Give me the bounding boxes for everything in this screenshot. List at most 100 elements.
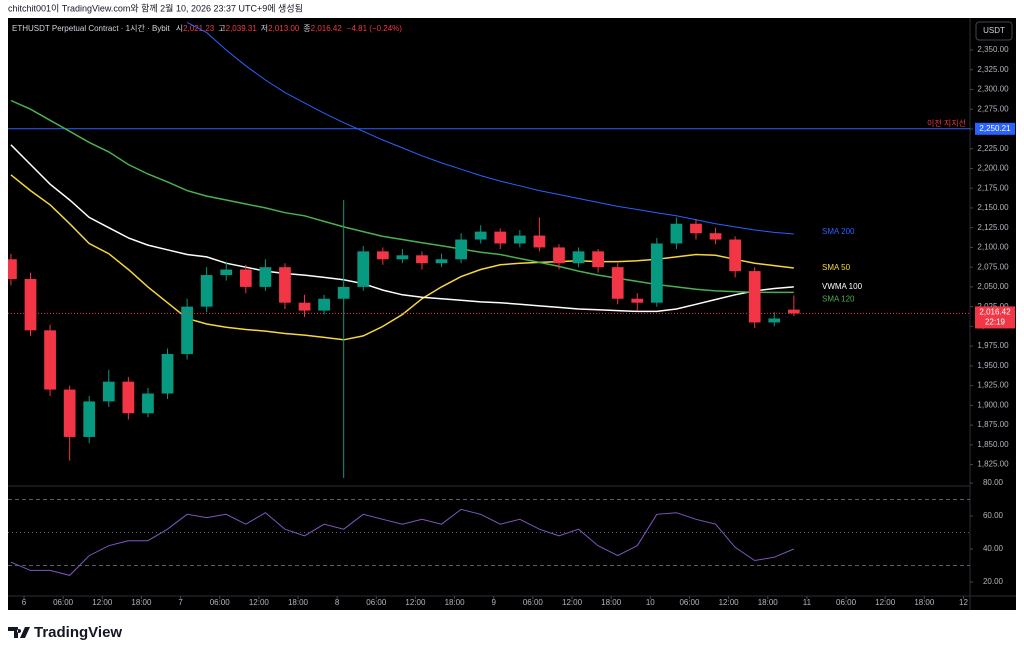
y-tick-label: 1,925.00 <box>977 381 1009 390</box>
last-price-box <box>975 306 1015 329</box>
x-tick-label: 06:00 <box>366 598 387 607</box>
x-tick-label: 9 <box>492 598 497 607</box>
y-tick-label: 2,025.00 <box>977 302 1009 311</box>
candle-body <box>181 306 193 355</box>
candle-body <box>748 271 761 323</box>
x-tick-label: 12 <box>959 598 968 607</box>
candle-body <box>161 354 174 394</box>
y-tick-label: 20.00 <box>983 577 1004 586</box>
y-tick-label: 2,150.00 <box>977 203 1009 212</box>
currency[interactable]: USDT <box>983 26 1005 35</box>
y-tick-label: 1,825.00 <box>977 460 1009 469</box>
candle-body <box>239 269 252 287</box>
candle-body <box>435 259 448 264</box>
ohlc-value: 2,016.42 <box>311 24 343 33</box>
candle-body <box>24 279 37 331</box>
candle-body <box>279 267 291 303</box>
indicator-line <box>186 21 794 235</box>
change: −4.81 (−0.24%) <box>347 24 402 33</box>
legend-label: VWMA 100 <box>822 282 863 291</box>
y-tick-label: 2,125.00 <box>977 223 1009 232</box>
last-price: 2,016.42 <box>979 308 1011 317</box>
x-tick-label: 12:00 <box>562 598 583 607</box>
candle-body <box>259 267 272 287</box>
brand: TradingView <box>34 624 122 641</box>
legend-label: SMA 50 <box>822 263 851 272</box>
y-tick-label: 80.00 <box>983 478 1004 487</box>
x-tick-label: 06:00 <box>53 598 74 607</box>
ohlc-label: 시 <box>176 24 183 33</box>
candle-body <box>553 247 565 264</box>
indicator-line <box>10 99 794 294</box>
x-tick-label: 18:00 <box>288 598 309 607</box>
candle-body <box>318 298 330 311</box>
x-tick-label: 11 <box>803 598 812 607</box>
candle-body <box>83 401 96 437</box>
candle-body <box>690 223 702 234</box>
y-tick-label: 40.00 <box>983 544 1004 553</box>
y-tick-label: 1,975.00 <box>977 341 1009 350</box>
y-tick-label: 2,300.00 <box>977 85 1009 94</box>
y-tick-label: 2,225.00 <box>977 144 1009 153</box>
symbol: ETHUSDT Perpetual Contract · 1시간 · Bybit <box>12 23 171 33</box>
candle-body <box>298 302 311 311</box>
x-tick-label: 06:00 <box>210 598 231 607</box>
y-tick-label: 2,075.00 <box>977 262 1009 271</box>
candle-body <box>592 251 604 268</box>
candle-body <box>102 381 115 402</box>
x-tick-label: 6 <box>22 598 27 607</box>
y-tick-label: 2,200.00 <box>977 164 1009 173</box>
candle-body <box>337 286 350 299</box>
support-price: 2,250.21 <box>979 124 1011 133</box>
chart-panel <box>8 18 1016 610</box>
x-tick-label: 18:00 <box>914 598 935 607</box>
y-tick-label: 2,350.00 <box>977 45 1009 54</box>
candle-body <box>533 235 546 248</box>
x-tick-label: 06:00 <box>523 598 544 607</box>
x-tick-label: 12:00 <box>875 598 896 607</box>
x-tick-label: 18:00 <box>758 598 779 607</box>
rsi-line <box>10 508 794 576</box>
candle-body <box>494 231 507 244</box>
candle-body <box>787 309 800 314</box>
ohlc-value: 2,039.31 <box>226 24 258 33</box>
x-tick-label: 06:00 <box>679 598 700 607</box>
candle-body <box>650 243 663 303</box>
candle-body <box>142 393 154 414</box>
main-plot <box>8 21 970 478</box>
candle-body <box>220 269 233 276</box>
candle-body <box>357 251 370 287</box>
y-tick-label: 1,950.00 <box>977 361 1009 370</box>
x-tick-label: 10 <box>646 598 655 607</box>
candle-body <box>768 318 781 323</box>
x-tick-label: 12:00 <box>719 598 740 607</box>
y-tick-label: 2,175.00 <box>977 183 1009 192</box>
ohlc-label: 고 <box>218 24 225 33</box>
x-tick-label: 7 <box>178 598 183 607</box>
candle-body <box>416 255 428 264</box>
legend-label: SMA 200 <box>822 227 855 236</box>
x-tick-label: 8 <box>335 598 340 607</box>
indicator-line <box>10 144 794 313</box>
candle-body <box>8 259 17 280</box>
support-price-box <box>975 122 1015 135</box>
candle-body <box>572 251 585 264</box>
x-tick-label: 18:00 <box>445 598 466 607</box>
caption: chitchit001이 TradingView.com와 함께 2월 10, … <box>8 2 303 13</box>
y-tick-label: 60.00 <box>983 511 1004 520</box>
y-tick-label: 2,100.00 <box>977 243 1009 252</box>
indicator-line <box>10 174 794 341</box>
y-tick-label: 1,850.00 <box>977 440 1009 449</box>
legend-label: SMA 120 <box>822 295 855 304</box>
x-tick-label: 18:00 <box>601 598 622 607</box>
x-tick-label: 06:00 <box>836 598 857 607</box>
rsi-plot <box>8 499 970 576</box>
candle-body <box>455 239 467 260</box>
candle-body <box>200 275 213 307</box>
axes: 1,825.00 1,850.00 1,875.00 1,900.00 1,925.00… <box>22 45 1015 607</box>
currency-button[interactable] <box>975 21 1013 41</box>
candle-body <box>729 239 741 272</box>
logo-icon <box>8 627 30 638</box>
y-tick-label: 2,275.00 <box>977 104 1009 113</box>
